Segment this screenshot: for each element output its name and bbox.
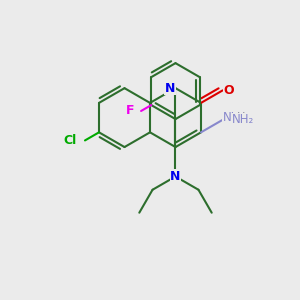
Text: N: N [165,82,175,95]
Text: N: N [170,170,181,183]
Text: F: F [126,104,135,118]
Text: NH₂: NH₂ [232,113,254,126]
Text: H: H [237,112,245,122]
Text: Cl: Cl [63,134,76,147]
Text: O: O [224,84,235,97]
Text: NH: NH [223,111,240,124]
